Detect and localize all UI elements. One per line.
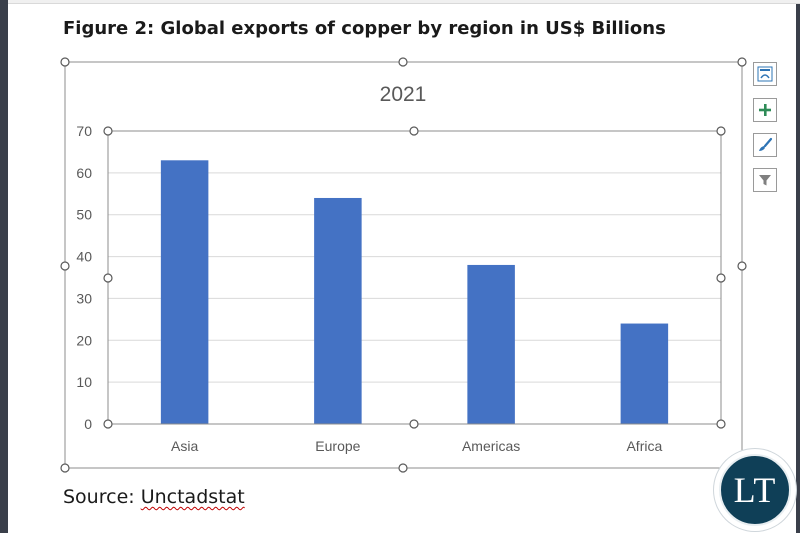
y-tick-label: 30: [76, 290, 92, 306]
chart-resize-handle[interactable]: [737, 57, 747, 67]
selection-handles[interactable]: [60, 57, 747, 473]
x-tick-label: Asia: [171, 438, 198, 454]
chart-resize-handle[interactable]: [398, 57, 408, 67]
chart-elements-button[interactable]: [753, 98, 777, 122]
chart-resize-handle[interactable]: [737, 261, 747, 271]
y-tick-label: 10: [76, 374, 92, 390]
plot-resize-handle[interactable]: [409, 419, 419, 429]
y-axis-ticks: 0 10 20 30 40 50 60 70: [76, 123, 92, 432]
source-prefix: Source:: [63, 486, 141, 508]
chart-elements-plus-icon: [759, 104, 771, 116]
chart-styles-button[interactable]: [753, 133, 777, 157]
plot-resize-handle[interactable]: [716, 273, 726, 283]
figure-title: Figure 2: Global exports of copper by re…: [63, 18, 666, 39]
chart-filters-button[interactable]: [753, 168, 777, 192]
chart-resize-handle[interactable]: [60, 57, 70, 67]
y-tick-label: 70: [76, 123, 92, 139]
chart-resize-handle[interactable]: [60, 463, 70, 473]
chart-resize-handle[interactable]: [60, 261, 70, 271]
x-axis-ticks: Asia Europe Americas Africa: [171, 438, 662, 454]
chart-filters-funnel-icon: [759, 175, 771, 186]
chart-resize-handle[interactable]: [398, 463, 408, 473]
bar-europe: [314, 197, 362, 424]
x-tick-label: Americas: [462, 438, 520, 454]
logo-text: LT: [719, 454, 791, 526]
plot-resize-handle[interactable]: [716, 126, 726, 136]
y-tick-label: 60: [76, 165, 92, 181]
bar-americas: [467, 264, 515, 424]
site-logo: LT: [714, 449, 796, 531]
y-tick-label: 40: [76, 249, 92, 265]
plot-resize-handle[interactable]: [409, 126, 419, 136]
chart-title: 2021: [380, 83, 427, 106]
y-tick-label: 0: [84, 416, 92, 432]
window-left-edge: [0, 0, 8, 533]
figure-source: Source: Unctadstat: [63, 486, 245, 508]
bar-asia: [160, 160, 209, 425]
chart-styles-brush-icon: [759, 137, 773, 151]
plot-resize-handle[interactable]: [103, 419, 113, 429]
plot-resize-handle[interactable]: [716, 419, 726, 429]
x-tick-label: Africa: [626, 438, 662, 454]
plot-resize-handle[interactable]: [103, 273, 113, 283]
window-right-edge: [796, 0, 800, 533]
y-tick-label: 20: [76, 332, 92, 348]
top-edge: [8, 0, 800, 4]
x-tick-label: Europe: [315, 438, 360, 454]
chart-layout-icon: [757, 66, 773, 82]
source-name: Unctadstat: [140, 486, 245, 508]
y-tick-label: 50: [76, 207, 92, 223]
chart-layout-button[interactable]: [753, 62, 777, 86]
plot-resize-handle[interactable]: [103, 126, 113, 136]
bar-africa: [620, 323, 669, 424]
bars: [160, 160, 669, 425]
